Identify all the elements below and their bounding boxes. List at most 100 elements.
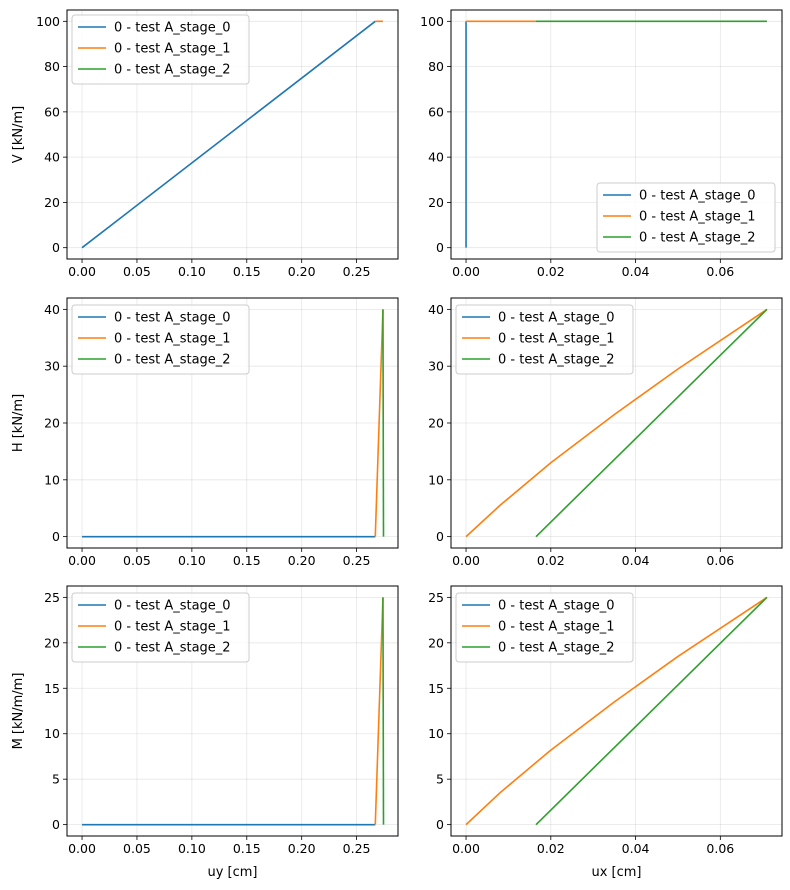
y-tick-label: 0 xyxy=(436,817,444,832)
y-tick-label: 20 xyxy=(428,416,444,431)
legend: 0 - test A_stage_0 0 - test A_stage_1 0 - … xyxy=(455,304,634,375)
x-tick-label: 0.15 xyxy=(233,264,261,279)
legend-entry: 0 - test A_stage_2 xyxy=(114,641,231,656)
x-axis-label: uy [cm] xyxy=(207,865,257,880)
x-axis-label: ux [cm] xyxy=(591,865,641,880)
y-tick-label: 0 xyxy=(52,529,60,544)
series-line-0-test-a-stage-1 xyxy=(374,309,384,537)
x-tick-label: 0.00 xyxy=(68,841,96,856)
x-tick-label: 0.06 xyxy=(706,553,734,568)
legend: 0 - test A_stage_0 0 - test A_stage_1 0 - … xyxy=(455,592,634,663)
x-tick-label: 0.00 xyxy=(68,264,96,279)
y-tick-label: 30 xyxy=(44,359,60,374)
legend: 0 - test A_stage_0 0 - test A_stage_1 0 - … xyxy=(71,304,250,375)
legend-entry: 0 - test A_stage_1 xyxy=(498,332,615,347)
legend-entry: 0 - test A_stage_1 xyxy=(114,42,231,57)
y-tick-label: 100 xyxy=(36,14,60,29)
y-tick-label: 10 xyxy=(428,726,444,741)
series-line-0-test-a-stage-2 xyxy=(535,596,768,826)
y-axis-label: H [kN/m] xyxy=(11,394,26,452)
legend-entry: 0 - test A_stage_0 xyxy=(114,21,231,36)
y-tick-label: 30 xyxy=(428,359,444,374)
legend-entry: 0 - test A_stage_1 xyxy=(498,620,615,635)
axes-frame xyxy=(66,585,399,837)
series-line-0-test-a-stage-2 xyxy=(535,308,768,538)
x-tick-label: 0.04 xyxy=(622,553,650,568)
x-tick-label: 0.25 xyxy=(343,841,371,856)
y-axis-label: M [kN/m/m] xyxy=(11,673,26,750)
y-tick-label: 100 xyxy=(420,14,444,29)
legend-entry: 0 - test A_stage_1 xyxy=(114,332,231,347)
y-axis-label: V [kN/m] xyxy=(11,106,26,163)
panel-2: 0.00 0.02 0.04 0.06 0 20 40 60 80 100 0 - test A_s… xyxy=(420,9,783,279)
y-tick-label: 40 xyxy=(428,302,444,317)
x-tick-label: 0.10 xyxy=(178,553,206,568)
y-tick-label: 0 xyxy=(52,240,60,255)
x-tick-label: 0.20 xyxy=(288,841,316,856)
panel-5: 0.00 0.05 0.10 0.15 0.20 0.25 0 5 10 15 20 25 M [kN/… xyxy=(11,585,399,880)
y-tick-label: 5 xyxy=(52,772,60,787)
y-tick-label: 80 xyxy=(428,59,444,74)
legend-entry: 0 - test A_stage_0 xyxy=(498,311,615,326)
y-tick-label: 10 xyxy=(428,472,444,487)
legend-entry: 0 - test A_stage_2 xyxy=(498,353,615,368)
y-tick-label: 0 xyxy=(436,529,444,544)
legend-entry: 0 - test A_stage_0 xyxy=(498,599,615,614)
axes-frame xyxy=(450,9,783,260)
series-line-0-test-a-stage-1 xyxy=(465,596,768,826)
y-tick-label: 20 xyxy=(428,635,444,650)
legend-frame xyxy=(71,14,250,85)
x-tick-label: 0.05 xyxy=(123,553,151,568)
y-tick-label: 25 xyxy=(44,590,60,605)
legend-entry: 0 - test A_stage_2 xyxy=(498,641,615,656)
panel-4: 0.00 0.02 0.04 0.06 0 10 20 30 40 0 - test A_stag… xyxy=(428,297,783,568)
y-tick-label: 25 xyxy=(428,590,444,605)
x-tick-label: 0.05 xyxy=(123,264,151,279)
y-tick-label: 20 xyxy=(428,195,444,210)
y-tick-label: 15 xyxy=(44,681,60,696)
legend-entry: 0 - test A_stage_2 xyxy=(114,353,231,368)
legend-frame xyxy=(455,304,634,375)
series-line-0-test-a-stage-2 xyxy=(382,597,385,825)
x-tick-label: 0.02 xyxy=(537,841,565,856)
x-tick-label: 0.15 xyxy=(233,841,261,856)
legend-frame xyxy=(71,592,250,663)
x-tick-label: 0.02 xyxy=(537,553,565,568)
y-tick-label: 10 xyxy=(44,472,60,487)
legend-entry: 0 - test A_stage_1 xyxy=(639,210,756,225)
axes-frame xyxy=(450,585,783,837)
panel-1: 0.00 0.05 0.10 0.15 0.20 0.25 0 20 40 60 80 100 V [k… xyxy=(11,9,399,279)
x-tick-label: 0.04 xyxy=(622,841,650,856)
legend-entry: 0 - test A_stage_1 xyxy=(114,620,231,635)
x-tick-label: 0.00 xyxy=(452,841,480,856)
x-tick-label: 0.05 xyxy=(123,841,151,856)
y-tick-label: 5 xyxy=(436,772,444,787)
legend-entry: 0 - test A_stage_2 xyxy=(639,231,756,246)
x-tick-label: 0.00 xyxy=(452,553,480,568)
x-tick-label: 0.25 xyxy=(343,264,371,279)
legend-frame xyxy=(71,304,250,375)
y-tick-label: 0 xyxy=(436,240,444,255)
y-tick-label: 80 xyxy=(44,59,60,74)
y-tick-label: 20 xyxy=(44,195,60,210)
x-tick-label: 0.15 xyxy=(233,553,261,568)
x-tick-label: 0.06 xyxy=(706,264,734,279)
series-line-0-test-a-stage-1 xyxy=(374,597,384,825)
series-line-0-test-a-stage-1 xyxy=(465,308,768,538)
x-tick-label: 0.00 xyxy=(452,264,480,279)
legend-entry: 0 - test A_stage_0 xyxy=(114,311,231,326)
legend-entry: 0 - test A_stage_0 xyxy=(639,189,756,204)
axes-frame xyxy=(66,9,399,260)
panel-3: 0.00 0.05 0.10 0.15 0.20 0.25 0 10 20 30 40 H [kN/m… xyxy=(11,297,399,568)
x-tick-label: 0.10 xyxy=(178,264,206,279)
y-tick-label: 60 xyxy=(44,104,60,119)
x-tick-label: 0.04 xyxy=(622,264,650,279)
y-tick-label: 15 xyxy=(428,681,444,696)
y-tick-label: 20 xyxy=(44,635,60,650)
y-tick-label: 40 xyxy=(44,302,60,317)
y-tick-label: 40 xyxy=(44,150,60,165)
x-tick-label: 0.00 xyxy=(68,553,96,568)
legend-entry: 0 - test A_stage_2 xyxy=(114,63,231,78)
legend: 0 - test A_stage_0 0 - test A_stage_1 0 - … xyxy=(71,592,250,663)
